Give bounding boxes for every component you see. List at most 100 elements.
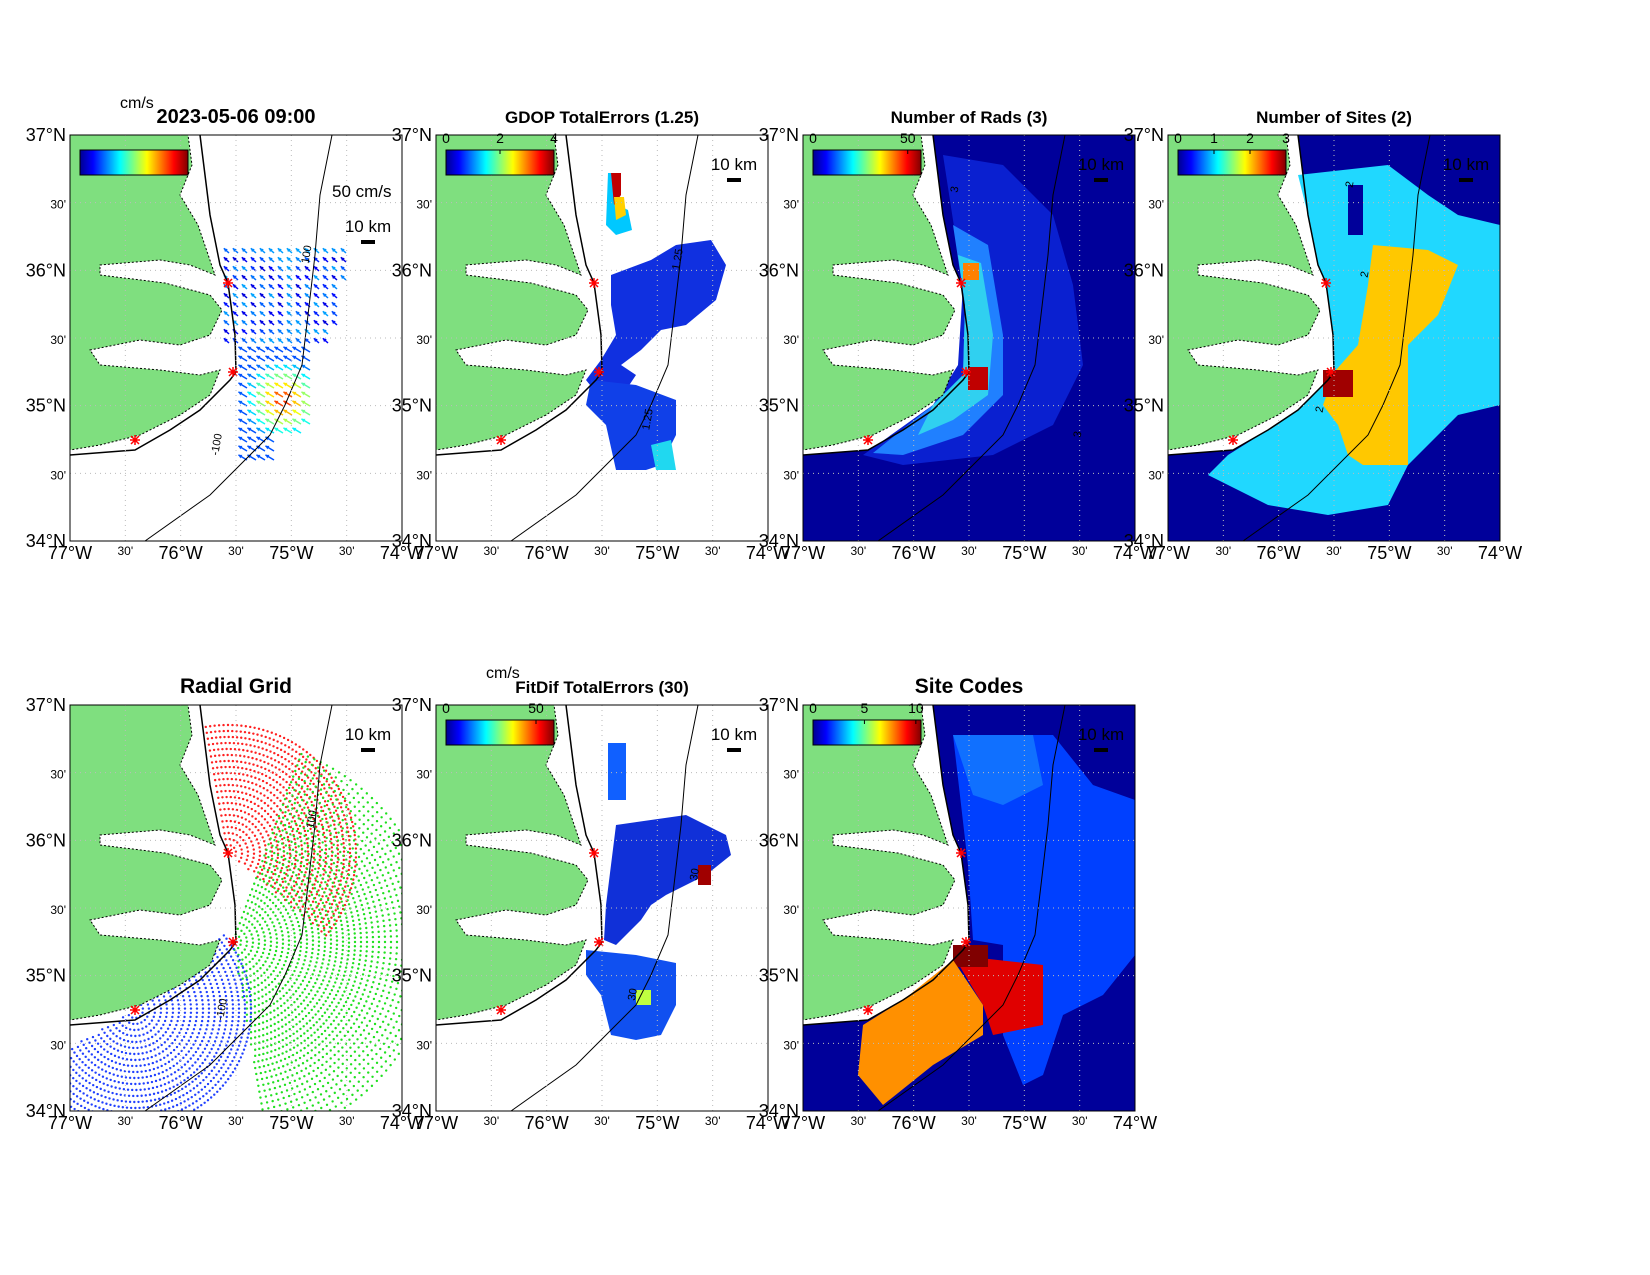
radial-grid-point xyxy=(273,868,277,872)
radial-grid-point xyxy=(178,1096,181,1099)
radial-grid-point xyxy=(287,825,291,829)
radial-grid-point xyxy=(389,849,392,853)
radial-grid-point xyxy=(270,764,274,767)
radial-grid-point xyxy=(375,915,378,918)
radial-grid-point xyxy=(331,910,334,913)
radial-grid-point xyxy=(321,796,325,800)
vector-head xyxy=(331,302,336,307)
radial-grid-point xyxy=(332,861,336,865)
radial-grid-point xyxy=(356,1038,359,1041)
radial-grid-point xyxy=(225,1003,229,1006)
radial-grid-point xyxy=(326,799,330,803)
radial-grid-point xyxy=(327,1015,331,1019)
radial-grid-point xyxy=(326,1008,329,1011)
radial-grid-point xyxy=(248,960,251,964)
radial-grid-point xyxy=(241,742,244,746)
radial-grid-point xyxy=(341,904,345,907)
radial-grid-point xyxy=(360,977,364,981)
radial-grid-point xyxy=(284,857,287,861)
radial-grid-point xyxy=(141,1027,144,1030)
radial-grid-point xyxy=(262,893,265,897)
radial-grid-point xyxy=(213,1055,216,1058)
radial-grid-point xyxy=(334,922,337,926)
radial-grid-point xyxy=(314,867,317,871)
radial-grid-point xyxy=(317,1043,321,1046)
radial-grid-point xyxy=(254,1066,257,1070)
radial-grid-point xyxy=(243,779,246,783)
radial-grid-point xyxy=(341,827,344,830)
radial-grid-point xyxy=(326,1117,328,1119)
radial-grid-point xyxy=(70,1105,73,1108)
radial-grid-point xyxy=(300,899,303,902)
radial-grid-point xyxy=(236,790,240,794)
radial-grid-point xyxy=(272,1105,276,1109)
radial-grid-point xyxy=(365,945,369,948)
radial-grid-point xyxy=(289,1100,293,1103)
radial-grid-point xyxy=(332,968,335,971)
radial-grid-point xyxy=(398,905,401,908)
radial-grid-point xyxy=(413,960,415,962)
radial-grid-point xyxy=(225,771,228,775)
radial-grid-point xyxy=(413,993,415,995)
radial-grid-point xyxy=(160,1064,163,1068)
radial-grid-point xyxy=(269,1031,273,1034)
vector-head xyxy=(259,275,264,280)
radial-grid-point xyxy=(320,881,323,884)
radial-grid-point xyxy=(363,917,367,920)
vector-head xyxy=(292,418,297,423)
radial-grid-point xyxy=(366,869,369,872)
radial-grid-point xyxy=(253,882,256,885)
radial-grid-point xyxy=(322,1022,325,1025)
radial-grid-point xyxy=(298,953,301,957)
radial-grid-point xyxy=(137,1028,140,1031)
radial-grid-point xyxy=(256,1078,259,1082)
vector-head xyxy=(256,346,261,351)
radial-grid-point xyxy=(296,764,299,767)
radial-grid-point xyxy=(316,811,319,815)
radial-grid-point xyxy=(351,966,354,969)
radial-grid-point xyxy=(313,850,316,853)
radial-grid-point xyxy=(263,826,266,830)
panel-title: Radial Grid xyxy=(180,675,292,698)
radial-grid-point xyxy=(319,856,322,859)
radial-grid-point xyxy=(348,1080,352,1083)
radial-grid-point xyxy=(331,803,335,806)
radial-grid-point xyxy=(310,832,313,835)
radial-grid-point xyxy=(236,990,239,994)
vector-head xyxy=(283,382,288,387)
radial-grid-point xyxy=(184,1053,188,1056)
vector-head xyxy=(277,257,282,262)
radial-grid-point xyxy=(352,1042,356,1045)
radial-grid-point xyxy=(279,822,283,825)
radial-grid-point xyxy=(207,743,211,746)
radial-grid-point xyxy=(219,760,222,763)
radial-grid-point xyxy=(259,865,262,869)
radial-grid-point xyxy=(142,1082,145,1085)
radial-grid-point xyxy=(134,1106,137,1110)
radial-grid-point xyxy=(97,1099,100,1103)
radial-grid-point xyxy=(342,974,346,977)
radial-grid-point xyxy=(337,1058,340,1061)
lon-label: 75°W xyxy=(635,1113,679,1133)
radial-grid-point xyxy=(262,963,265,967)
radial-grid-point xyxy=(313,883,316,886)
radial-grid-point xyxy=(223,986,226,990)
radial-grid-point xyxy=(243,755,246,758)
radial-grid-point xyxy=(303,1088,307,1091)
radial-grid-point xyxy=(351,961,355,965)
radial-grid-point xyxy=(267,983,271,987)
radial-grid-point xyxy=(275,937,279,940)
radial-grid-point xyxy=(335,939,339,942)
radial-grid-point xyxy=(253,1036,257,1039)
scale-bar-label: 10 km xyxy=(711,155,757,174)
radial-grid-point xyxy=(358,1054,361,1057)
radial-grid-point xyxy=(206,1055,209,1058)
radial-grid-point xyxy=(391,1040,394,1043)
radial-grid-point xyxy=(66,1079,68,1081)
radial-grid-point xyxy=(149,1074,153,1078)
radial-grid-point xyxy=(342,788,345,792)
radial-grid-point xyxy=(358,809,361,813)
radial-grid-point xyxy=(304,955,307,958)
radial-grid-point xyxy=(161,1034,165,1037)
radial-grid-point xyxy=(245,1040,248,1043)
